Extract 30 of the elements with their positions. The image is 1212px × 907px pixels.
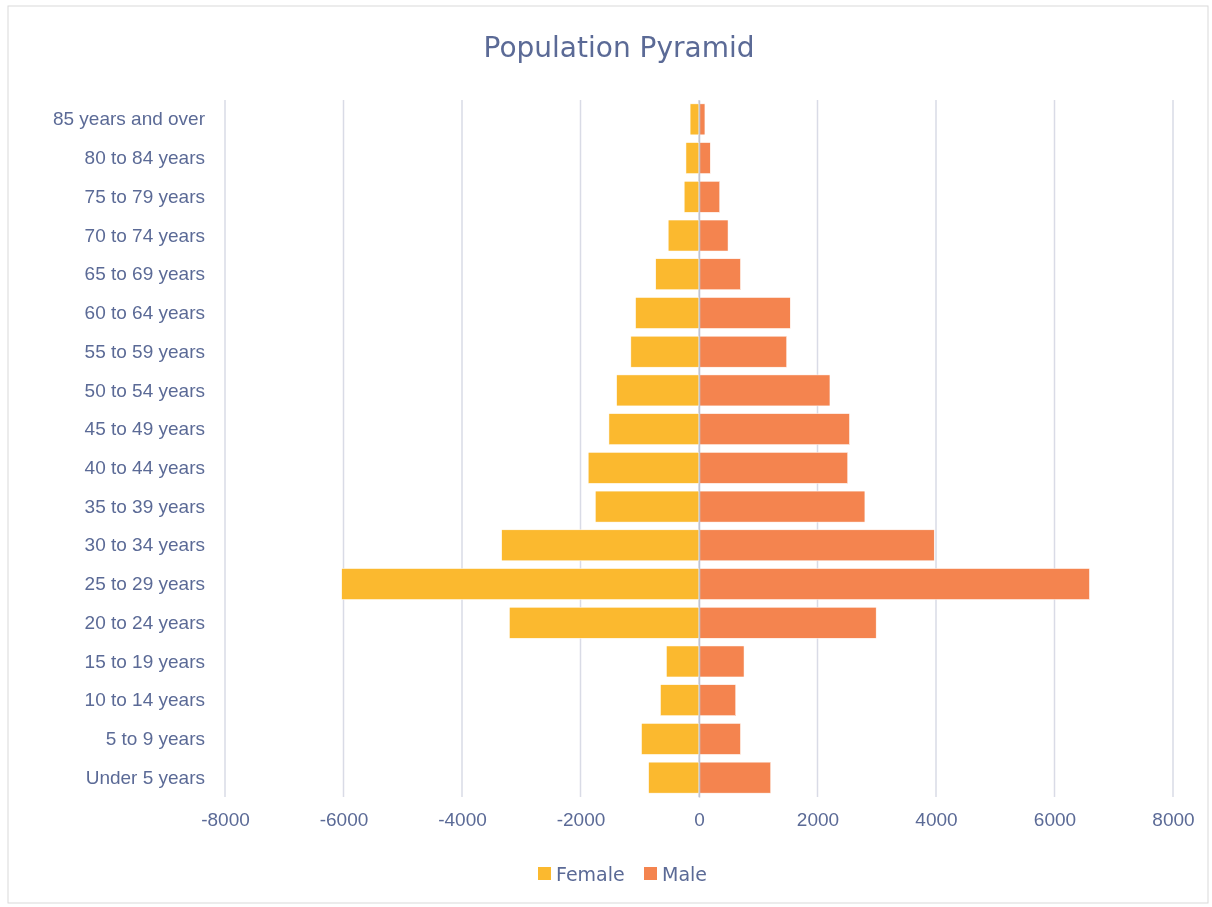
y-tick-label: 20 to 24 years: [84, 611, 205, 633]
y-tick-label: 45 to 49 years: [84, 418, 205, 440]
y-tick-label: 70 to 74 years: [84, 224, 205, 246]
x-tick-label: -6000: [319, 809, 369, 831]
x-tick-label: -2000: [556, 809, 606, 831]
x-tick-label: 6000: [1033, 809, 1077, 831]
y-tick-label: 55 to 59 years: [84, 340, 205, 362]
y-tick-label: 85 years and over: [52, 108, 206, 130]
y-tick-label: 5 to 9 years: [105, 728, 205, 749]
x-tick-label: -4000: [438, 809, 487, 831]
legend-label: Male: [662, 862, 708, 885]
legend-label: Female: [556, 862, 625, 885]
y-tick-label: 40 to 44 years: [84, 456, 205, 478]
x-tick-label: 4000: [915, 809, 958, 831]
x-tick-label: -8000: [201, 809, 250, 831]
y-tick-label: 35 to 39 years: [84, 495, 205, 517]
x-tick-label: 0: [694, 809, 705, 831]
y-tick-label: 50 to 54 years: [84, 379, 205, 401]
y-tick-label: 15 to 19 years: [84, 650, 205, 672]
y-tick-label: 10 to 14 years: [84, 689, 205, 711]
y-tick-label: 80 to 84 years: [84, 147, 205, 169]
y-tick-label: 30 to 34 years: [84, 534, 205, 556]
x-tick-label: 8000: [1152, 809, 1195, 831]
y-tick-label: 65 to 69 years: [84, 263, 205, 285]
y-tick-label: 25 to 29 years: [84, 573, 205, 595]
y-tick-label: Under 5 years: [85, 766, 205, 788]
chart-title: Population Pyramid: [483, 31, 755, 64]
x-tick-label: 2000: [796, 809, 840, 831]
y-tick-label: 75 to 79 years: [84, 185, 205, 207]
y-tick-label: 60 to 64 years: [84, 302, 205, 324]
